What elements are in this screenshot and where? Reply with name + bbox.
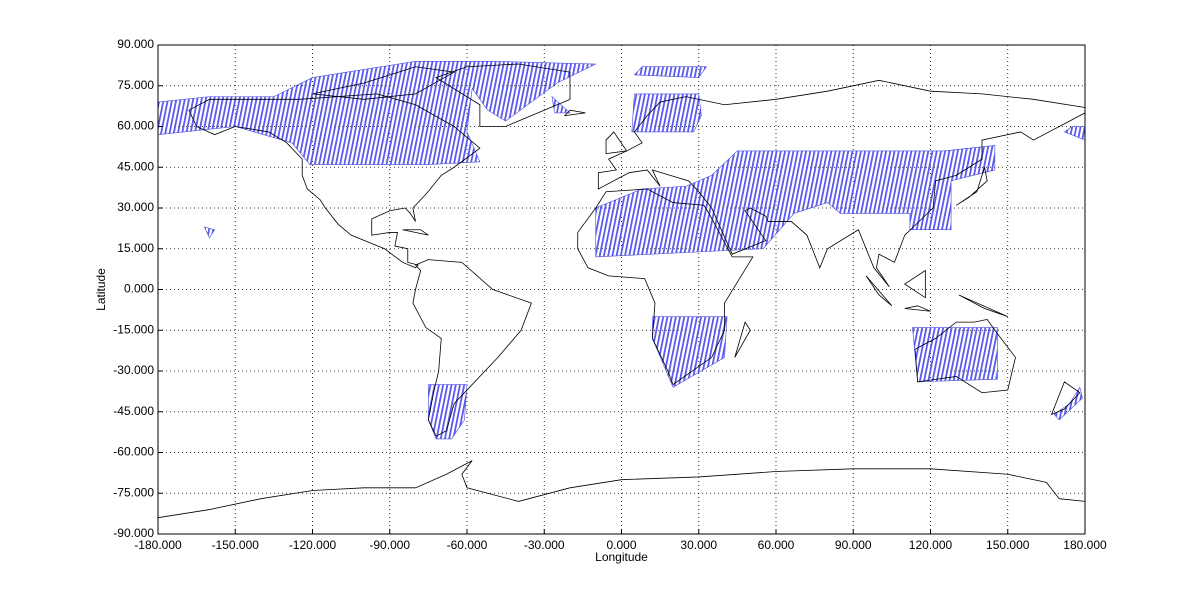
y-tick-label: -60.000 <box>113 445 154 459</box>
x-tick-label: 0.000 <box>606 538 636 552</box>
x-tick-label: -150.000 <box>212 538 260 552</box>
swath <box>632 94 702 132</box>
coastline <box>598 80 1085 286</box>
x-tick-label: -90.000 <box>369 538 410 552</box>
y-tick-label: 90.000 <box>117 37 154 51</box>
swaths <box>158 61 1085 439</box>
coastline <box>189 94 480 268</box>
y-tick-label: -45.000 <box>113 404 154 418</box>
coastline <box>578 189 753 385</box>
y-tick-label: 60.000 <box>117 119 154 133</box>
y-tick-label: 0.000 <box>124 282 154 296</box>
y-tick-label: -75.000 <box>113 485 154 499</box>
x-tick-label: 90.000 <box>835 538 872 552</box>
coastline <box>413 260 531 437</box>
swath <box>596 146 995 257</box>
y-tick-label: 30.000 <box>117 200 154 214</box>
y-tick-label: 75.000 <box>117 78 154 92</box>
map-layer <box>158 61 1085 517</box>
swath <box>634 67 706 78</box>
x-tick-label: 60.000 <box>758 538 795 552</box>
swath <box>552 97 570 113</box>
x-tick-label: 120.000 <box>909 538 953 552</box>
coastline <box>313 67 455 235</box>
coastline <box>436 64 570 126</box>
x-tick-label: -60.000 <box>447 538 488 552</box>
swath <box>158 61 596 164</box>
y-tick-label: 15.000 <box>117 241 154 255</box>
x-tick-label: -30.000 <box>524 538 565 552</box>
y-tick-label: -15.000 <box>113 322 154 336</box>
coastline <box>565 110 1080 414</box>
x-tick-label: -120.000 <box>289 538 337 552</box>
swath <box>1064 126 1085 140</box>
y-tick-label: -30.000 <box>113 363 154 377</box>
y-tick-label: 45.000 <box>117 159 154 173</box>
coastline <box>158 461 1085 518</box>
map-geometry <box>158 61 1085 517</box>
x-tick-label: -180.000 <box>134 538 182 552</box>
swath <box>912 328 997 382</box>
x-axis-label: Longitude <box>595 550 648 564</box>
y-tick-label: -90.000 <box>113 526 154 540</box>
x-tick-label: 150.000 <box>986 538 1030 552</box>
coastlines <box>158 64 1085 518</box>
y-axis-label: Latitude <box>94 268 108 311</box>
swath <box>1054 387 1082 420</box>
swath <box>204 227 214 238</box>
x-tick-label: 180.000 <box>1063 538 1107 552</box>
x-tick-label: 30.000 <box>680 538 717 552</box>
coastline <box>915 319 1015 392</box>
swath <box>652 317 727 388</box>
